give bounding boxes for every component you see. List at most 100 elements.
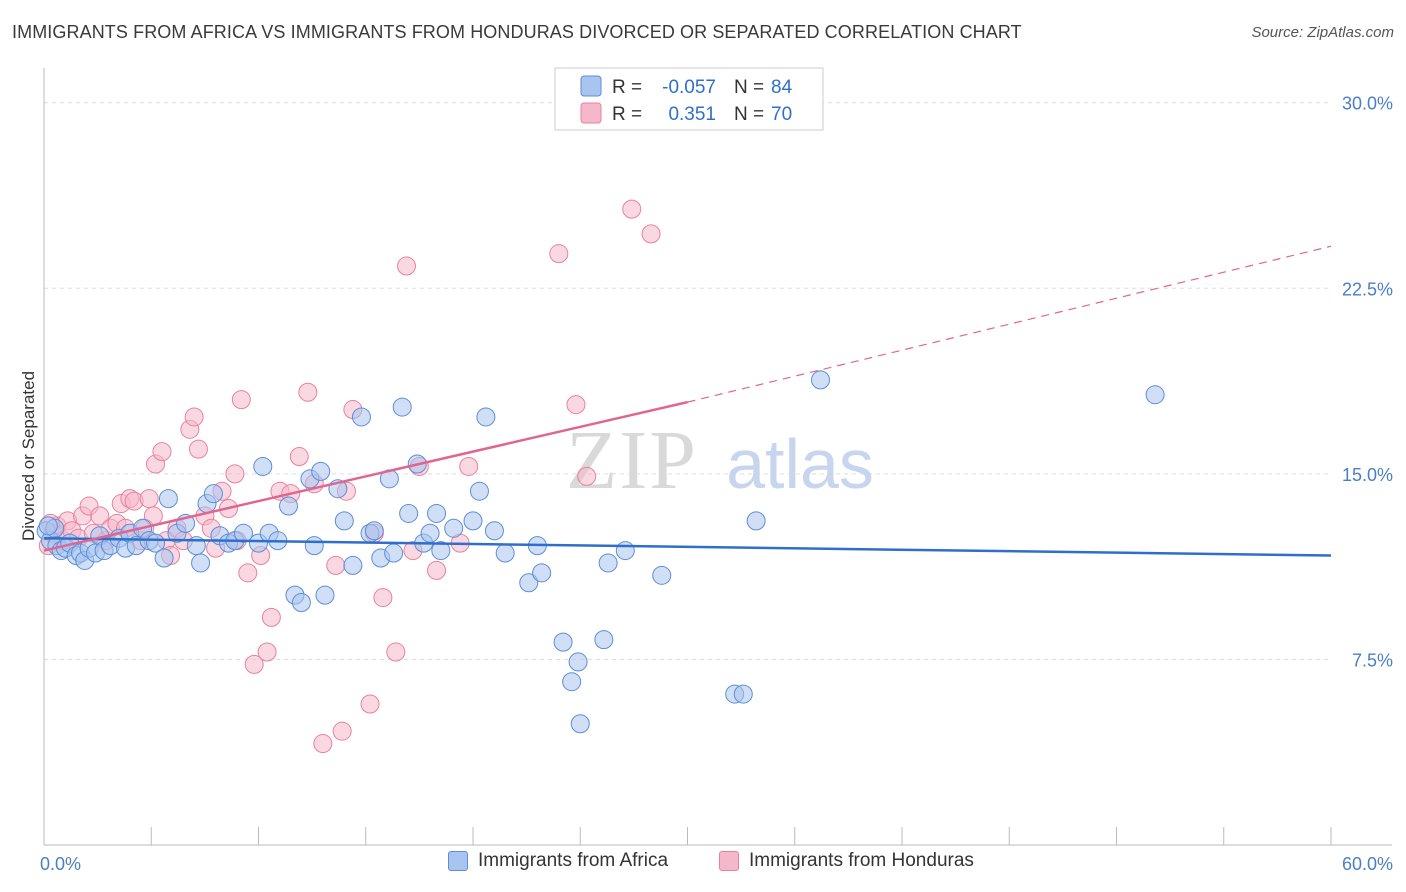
africa-point <box>311 461 331 481</box>
honduras-point <box>152 442 172 462</box>
africa-point <box>351 407 371 427</box>
legend-r-label-africa: R = <box>612 77 642 98</box>
honduras-point <box>139 489 159 509</box>
honduras-point <box>257 642 277 662</box>
africa-point <box>384 543 404 563</box>
honduras-point <box>326 555 346 575</box>
honduras-point <box>566 395 586 415</box>
honduras-point <box>641 224 661 244</box>
legend-swatch-honduras-bottom <box>719 851 739 871</box>
honduras-point <box>313 734 333 754</box>
honduras-trend-line <box>43 400 688 552</box>
watermark-zip: ZIP <box>566 414 698 507</box>
africa-point <box>279 496 299 516</box>
africa-point <box>463 511 483 531</box>
y-tick-label: 22.5% <box>1342 279 1393 299</box>
honduras-trend-extension <box>687 245 1332 403</box>
honduras-point <box>549 244 569 264</box>
honduras-point <box>261 607 281 627</box>
africa-point <box>532 563 552 583</box>
tick-labels: 7.5% 15.0% 22.5% 30.0% 0.0% 60.0% <box>40 94 1393 874</box>
honduras-point <box>184 407 204 427</box>
africa-trend-line <box>43 536 1332 557</box>
legend-swatch-honduras <box>580 102 602 124</box>
honduras-point <box>360 694 380 714</box>
africa-point <box>562 672 582 692</box>
honduras-point <box>459 456 479 476</box>
africa-point <box>291 593 311 613</box>
legend-label-africa: Immigrants from Africa <box>478 850 669 871</box>
africa-point <box>233 523 253 543</box>
africa-point <box>364 521 384 541</box>
honduras-point <box>373 588 393 608</box>
africa-point <box>399 503 419 523</box>
legend-n-value-africa: 84 <box>771 77 793 98</box>
honduras-point <box>225 464 245 484</box>
y-tick-label: 15.0% <box>1342 465 1393 485</box>
africa-point <box>191 553 211 573</box>
stats-legend: R = -0.057 N = 84 R = 0.351 N = 70 <box>554 67 824 131</box>
africa-point <box>469 481 489 501</box>
africa-point <box>427 503 447 523</box>
legend-swatch-africa <box>580 75 602 97</box>
africa-point <box>431 541 451 561</box>
axes <box>43 68 1392 846</box>
y-tick-label: 7.5% <box>1352 650 1393 670</box>
africa-point <box>476 407 496 427</box>
legend-r-label-honduras: R = <box>612 104 642 125</box>
legend-r-value-honduras: 0.351 <box>668 104 716 125</box>
legend-n-label-africa: N = <box>734 77 764 98</box>
africa-point <box>733 684 753 704</box>
africa-points <box>36 370 1165 734</box>
honduras-point <box>622 199 642 219</box>
africa-point <box>570 714 590 734</box>
africa-point <box>392 397 412 417</box>
africa-point <box>568 652 588 672</box>
africa-point <box>652 565 672 585</box>
gridlines <box>44 102 1331 660</box>
africa-point <box>598 553 618 573</box>
y-tick-label: 30.0% <box>1342 94 1393 114</box>
africa-point <box>334 511 354 531</box>
africa-point <box>253 456 273 476</box>
y-axis-label: Divorced or Separated <box>19 371 38 541</box>
africa-point <box>810 370 830 390</box>
series-legend: Immigrants from Africa Immigrants from H… <box>0 850 1406 880</box>
honduras-point <box>289 447 309 467</box>
africa-point <box>154 548 174 568</box>
honduras-point <box>244 654 264 674</box>
honduras-point <box>577 466 597 486</box>
africa-point <box>495 543 515 563</box>
source-credit: Source: ZipAtlas.com <box>1251 24 1394 41</box>
africa-point <box>519 573 539 593</box>
legend-label-honduras: Immigrants from Honduras <box>749 850 974 871</box>
legend-swatch-africa-bottom <box>448 851 468 871</box>
africa-point <box>594 630 614 650</box>
honduras-point <box>427 560 447 580</box>
africa-point <box>315 585 335 605</box>
honduras-point <box>90 506 110 526</box>
legend-item-honduras: Immigrants from Honduras <box>719 850 974 872</box>
legend-item-africa: Immigrants from Africa <box>448 850 668 872</box>
legend-n-value-honduras: 70 <box>771 104 792 125</box>
africa-point <box>203 484 223 504</box>
honduras-point <box>188 439 208 459</box>
honduras-point <box>332 721 352 741</box>
honduras-point <box>231 390 251 410</box>
legend-n-label-honduras: N = <box>734 104 764 125</box>
africa-point <box>615 541 635 561</box>
honduras-point <box>397 256 417 276</box>
watermark: ZIP atlas <box>566 414 874 507</box>
africa-point <box>484 521 504 541</box>
x-tick-label: 60.0% <box>1342 854 1393 874</box>
trend-lines <box>43 245 1332 557</box>
legend-r-value-africa: -0.057 <box>662 77 716 98</box>
honduras-point <box>238 563 258 583</box>
africa-point <box>1145 385 1165 405</box>
chart-title: IMMIGRANTS FROM AFRICA VS IMMIGRANTS FRO… <box>12 22 1022 42</box>
africa-point <box>420 523 440 543</box>
africa-point <box>158 489 178 509</box>
africa-point <box>553 632 573 652</box>
africa-point <box>746 511 766 531</box>
africa-point <box>304 536 324 556</box>
